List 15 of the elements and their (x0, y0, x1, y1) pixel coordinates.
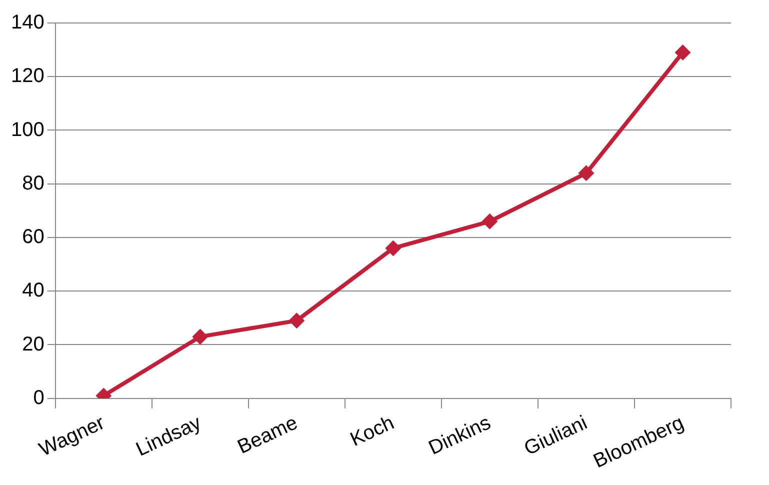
y-tick-label: 0 (33, 386, 44, 409)
point (288, 312, 305, 329)
y-tick-label: 80 (22, 172, 44, 194)
y-tick-label: 140 (10, 12, 44, 34)
y-tick-label: 120 (10, 65, 44, 88)
point (385, 240, 402, 256)
point (674, 44, 691, 60)
y-tick-label: 100 (10, 118, 44, 141)
x-tick-label: Koch (347, 412, 398, 452)
y-tick-label: 60 (22, 226, 44, 248)
y-tick-label: 40 (22, 280, 44, 302)
y-tick-label: 20 (22, 333, 44, 356)
point (578, 165, 594, 182)
point (192, 328, 208, 345)
point (482, 213, 498, 230)
